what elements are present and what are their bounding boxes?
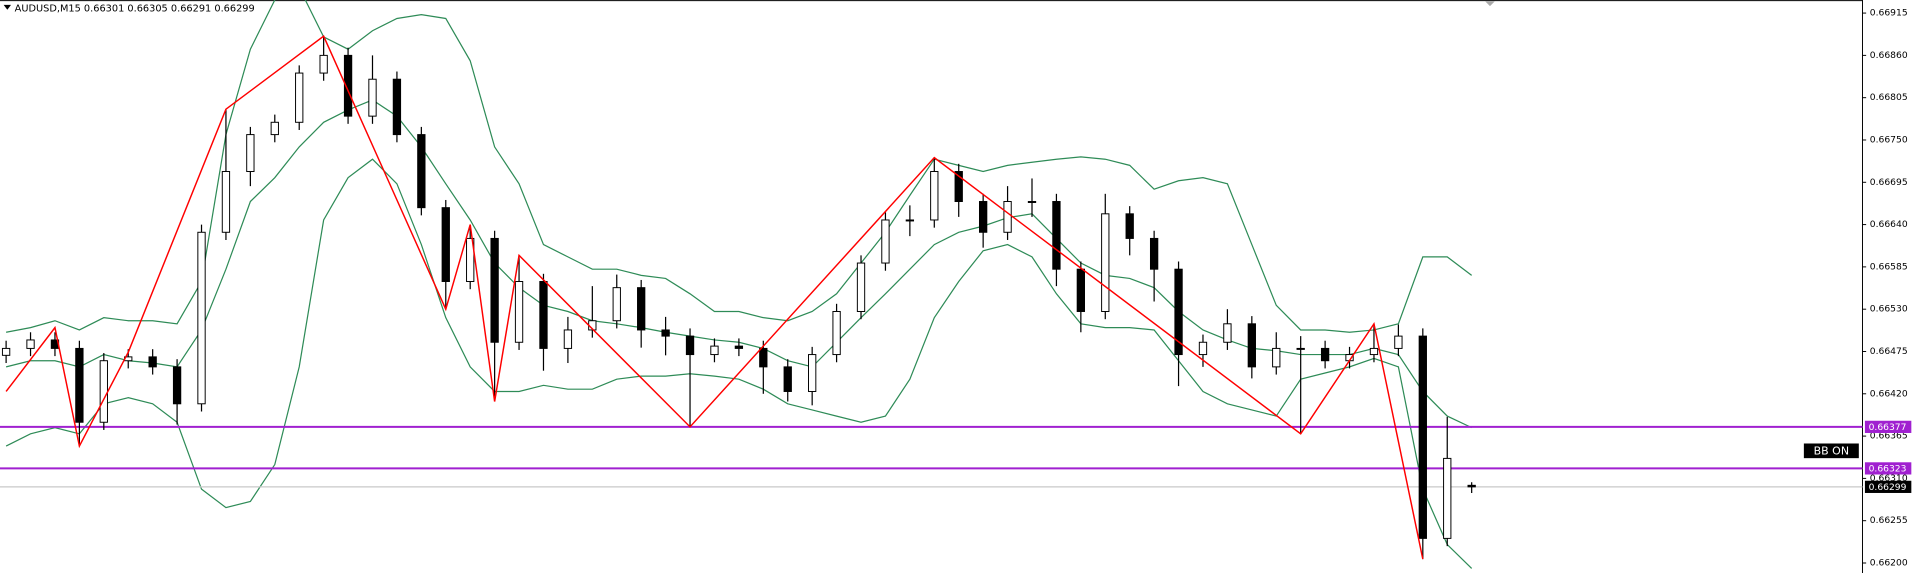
- candle-body: [1, 347, 11, 356]
- candle-body: [856, 262, 866, 312]
- candle-body: [661, 329, 670, 337]
- candle-body: [1027, 201, 1037, 203]
- candle-body: [343, 54, 353, 117]
- zigzag: [5, 35, 1424, 560]
- candle-body: [685, 335, 695, 356]
- candle-body: [1198, 341, 1208, 356]
- y-tick-label: 0.66255: [1870, 515, 1908, 526]
- candle-body: [1223, 323, 1232, 343]
- bollinger-lower: [5, 158, 1473, 569]
- candle-body: [1174, 268, 1183, 356]
- candle-body: [637, 287, 646, 331]
- candle-body: [75, 347, 84, 423]
- candle-body: [1052, 201, 1061, 270]
- candle-body: [1101, 213, 1110, 312]
- y-tick-label: 0.66475: [1870, 346, 1908, 357]
- candle-body: [832, 311, 841, 356]
- level-label: 0.66299: [1869, 482, 1907, 493]
- candle-body: [539, 281, 548, 349]
- candle-body: [1418, 335, 1427, 539]
- candle-body: [734, 345, 744, 349]
- chart-title: AUDUSD,M15 0.66301 0.66305 0.66291 0.662…: [15, 4, 255, 15]
- level-label-box: [1864, 480, 1912, 493]
- candle-body: [246, 134, 255, 173]
- candle-body: [954, 171, 963, 203]
- candle-body: [295, 72, 304, 123]
- candle-body: [1320, 347, 1330, 362]
- candle-body: [148, 356, 157, 368]
- candle-body: [783, 366, 792, 392]
- price-axis: 0.66915 0.66860 0.66805 0.66750 0.66695 0.666…: [1862, 8, 1912, 569]
- candle-body: [1394, 335, 1403, 349]
- candle-body: [881, 219, 890, 264]
- candle-body: [1247, 323, 1256, 368]
- y-tick-label: 0.66585: [1870, 261, 1908, 272]
- candle-body: [1443, 457, 1452, 539]
- candle-body: [1272, 347, 1281, 368]
- annotation: BB ON: [1814, 444, 1849, 457]
- annotation-box: [1803, 443, 1859, 459]
- candle-body: [417, 134, 426, 209]
- y-tick-label: 0.66640: [1870, 219, 1908, 230]
- shift-marker: [1485, 1, 1495, 7]
- candle-body: [1076, 268, 1086, 312]
- y-tick-label: 0.66310: [1870, 473, 1908, 484]
- candle-body: [99, 360, 108, 423]
- candle-body: [270, 121, 279, 136]
- candle-body: [612, 287, 621, 322]
- candle-body: [1149, 237, 1159, 270]
- y-tick-label: 0.66805: [1870, 92, 1908, 103]
- candle-body: [1467, 484, 1476, 488]
- level-label: 0.66323: [1869, 464, 1907, 475]
- y-tick-label: 0.66530: [1870, 304, 1908, 315]
- candle-body: [1296, 347, 1305, 350]
- bollinger-upper: [5, 0, 1473, 333]
- y-tick-label: 0.66860: [1870, 50, 1908, 61]
- candle-body: [392, 78, 402, 136]
- candle-body: [490, 237, 499, 343]
- candle-body: [563, 329, 573, 349]
- level-label-box: [1864, 420, 1912, 433]
- candle-body: [710, 345, 719, 356]
- candle-body: [368, 78, 377, 117]
- candle-body: [319, 54, 328, 74]
- candle-body: [466, 237, 475, 282]
- candle-body: [978, 201, 988, 233]
- candle-body: [1125, 213, 1134, 239]
- candle-body: [930, 171, 939, 221]
- candle-body: [1003, 201, 1012, 233]
- candle-body: [221, 171, 231, 233]
- level-label-box: [1864, 462, 1912, 475]
- candle-body: [172, 366, 182, 405]
- candle-body: [197, 231, 206, 405]
- y-tick-label: 0.66200: [1870, 558, 1908, 569]
- candle-body: [759, 347, 768, 368]
- level-label: 0.66377: [1869, 422, 1907, 433]
- candle-body: [808, 354, 817, 392]
- candle-body: [1369, 347, 1379, 356]
- candle-body: [514, 281, 524, 343]
- y-tick-label: 0.66695: [1870, 177, 1908, 188]
- y-tick-label: 0.66365: [1870, 431, 1908, 442]
- y-tick-label: 0.66915: [1870, 8, 1908, 19]
- y-tick-label: 0.66750: [1870, 134, 1908, 145]
- candle-body: [905, 219, 915, 222]
- y-tick-label: 0.66420: [1870, 388, 1908, 399]
- menu-triangle: [3, 4, 11, 10]
- candle-body: [441, 207, 450, 282]
- plot-area: [0, 0, 1863, 569]
- candle-body: [26, 339, 35, 349]
